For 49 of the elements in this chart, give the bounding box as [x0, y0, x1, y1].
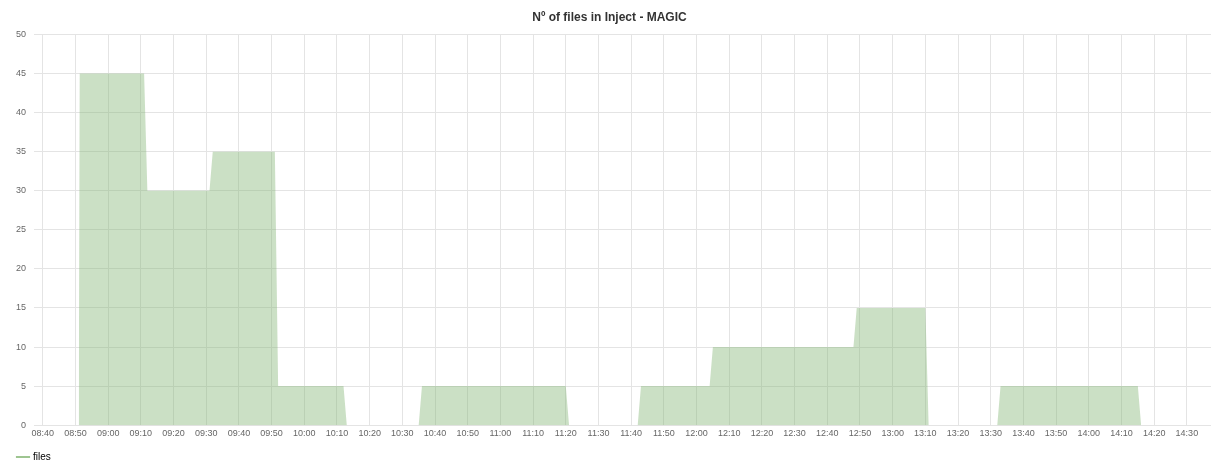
x-tick-label: 14:30: [1175, 428, 1199, 439]
x-tick-label: 09:50: [260, 428, 283, 439]
y-tick-label: 45: [16, 67, 27, 78]
x-tick-label: 11:40: [620, 428, 643, 439]
x-tick-label: 09:30: [194, 428, 218, 439]
x-tick-label: 12:50: [848, 428, 872, 439]
x-tick-label: 10:50: [456, 428, 479, 439]
x-tick-label: 08:50: [64, 428, 87, 439]
y-tick-label: 30: [16, 185, 27, 196]
x-tick-label: 11:00: [489, 428, 512, 439]
x-tick-label: 12:00: [685, 428, 708, 439]
x-tick-label: 11:30: [587, 428, 610, 439]
y-tick-label: 5: [21, 380, 27, 391]
legend-label: files: [33, 450, 51, 462]
x-tick-label: 10:30: [391, 428, 414, 439]
x-tick-label: 10:40: [423, 428, 447, 439]
y-tick-label: 15: [16, 302, 27, 313]
y-tick-label: 25: [16, 224, 27, 235]
x-tick-label: 11:50: [652, 428, 675, 439]
x-tick-label: 12:20: [750, 428, 774, 439]
x-tick-label: 14:20: [1142, 428, 1166, 439]
x-tick-label: 13:50: [1044, 428, 1068, 439]
x-tick-label: 13:20: [946, 428, 970, 439]
x-tick-label: 14:10: [1110, 428, 1133, 439]
y-tick-label: 35: [16, 146, 27, 157]
x-tick-label: 11:10: [522, 428, 545, 439]
x-tick-label: 08:40: [31, 428, 55, 439]
x-tick-label: 13:00: [881, 428, 904, 439]
x-tick-label: 12:30: [783, 428, 806, 439]
x-tick-label: 13:10: [914, 428, 937, 439]
x-tick-label: 14:00: [1077, 428, 1101, 439]
chart-title: Nº of files in Inject - MAGIC: [532, 9, 688, 24]
x-tick-label: 12:40: [816, 428, 839, 439]
x-tick-label: 09:10: [129, 428, 153, 439]
x-tick-label: 13:40: [1012, 428, 1035, 439]
x-tick-label: 10:00: [293, 428, 316, 439]
x-tick-label: 09:20: [162, 428, 185, 439]
x-tick-label: 09:00: [96, 428, 120, 439]
y-tick-label: 10: [16, 341, 27, 352]
y-tick-label: 50: [16, 28, 27, 39]
x-tick-label: 11:20: [554, 428, 577, 439]
y-tick-label: 20: [16, 263, 27, 274]
y-tick-label: 40: [16, 107, 27, 118]
x-tick-label: 13:30: [979, 428, 1003, 439]
x-tick-label: 12:10: [717, 428, 741, 439]
x-tick-label: 09:40: [227, 428, 251, 439]
y-tick-label: 0: [21, 419, 27, 430]
x-tick-label: 10:20: [358, 428, 381, 439]
x-tick-label: 10:10: [325, 428, 349, 439]
